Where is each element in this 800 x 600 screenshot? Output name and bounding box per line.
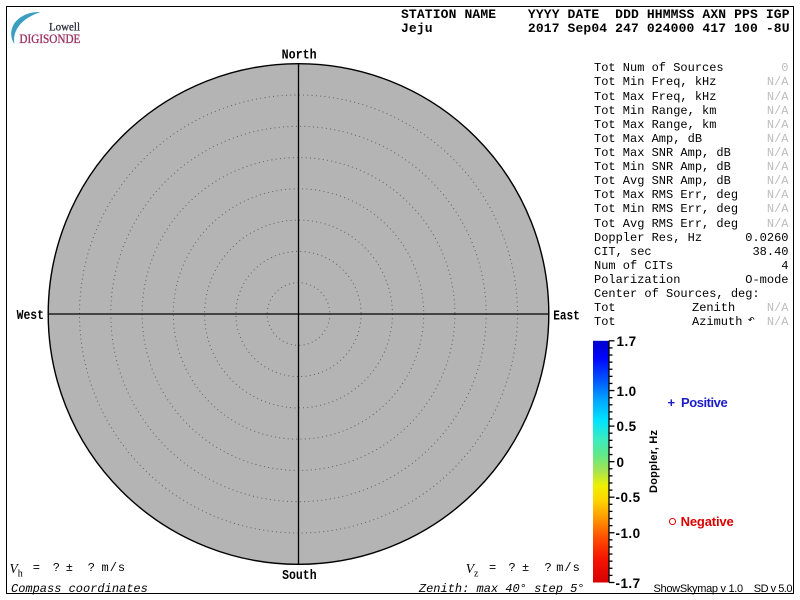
svg-text:East: East — [553, 308, 580, 324]
svg-text:DIGISONDE: DIGISONDE — [19, 31, 80, 46]
svg-text:South: South — [282, 568, 317, 584]
svg-text:West: West — [17, 308, 44, 324]
svg-text:Lowell: Lowell — [49, 19, 81, 33]
svg-text:North: North — [282, 47, 317, 63]
